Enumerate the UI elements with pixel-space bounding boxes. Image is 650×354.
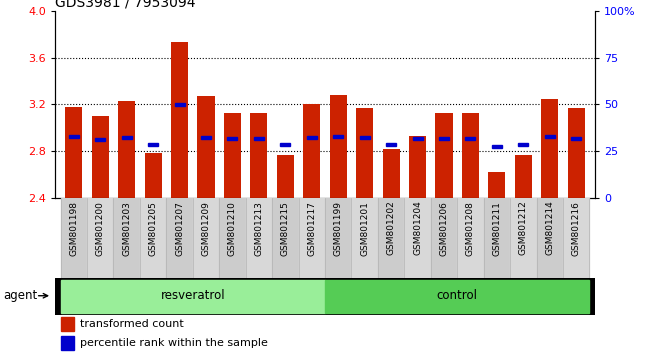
Text: percentile rank within the sample: percentile rank within the sample xyxy=(79,338,267,348)
Bar xyxy=(60,198,87,278)
Bar xyxy=(404,198,431,278)
Bar xyxy=(457,198,484,278)
Bar xyxy=(541,98,558,198)
Bar xyxy=(198,96,214,198)
Bar xyxy=(298,198,325,278)
Bar xyxy=(193,198,219,278)
Bar xyxy=(484,198,510,278)
Text: GSM801201: GSM801201 xyxy=(360,201,369,256)
Bar xyxy=(488,172,506,198)
Bar xyxy=(431,198,457,278)
Text: resveratrol: resveratrol xyxy=(161,289,225,302)
Bar xyxy=(462,113,479,198)
Text: GSM801198: GSM801198 xyxy=(70,201,78,256)
Bar xyxy=(140,198,166,278)
Text: GSM801211: GSM801211 xyxy=(493,201,501,256)
Text: agent: agent xyxy=(3,289,38,302)
Bar xyxy=(439,137,449,140)
Text: GSM801216: GSM801216 xyxy=(572,201,580,256)
Bar xyxy=(171,42,188,198)
Bar xyxy=(330,95,347,198)
Text: GSM801214: GSM801214 xyxy=(545,201,554,255)
Text: GSM801199: GSM801199 xyxy=(333,201,343,256)
Bar xyxy=(307,136,317,139)
Bar xyxy=(92,116,109,198)
Bar xyxy=(465,137,476,140)
Bar xyxy=(166,198,193,278)
Text: GSM801215: GSM801215 xyxy=(281,201,290,256)
Text: GSM801208: GSM801208 xyxy=(466,201,475,256)
Text: GSM801213: GSM801213 xyxy=(254,201,263,256)
Bar xyxy=(356,108,373,198)
Bar xyxy=(515,155,532,198)
Bar xyxy=(545,135,555,138)
Bar xyxy=(325,198,352,278)
Text: GSM801212: GSM801212 xyxy=(519,201,528,255)
Bar xyxy=(571,137,581,140)
Text: GSM801200: GSM801200 xyxy=(96,201,105,256)
Text: GSM801207: GSM801207 xyxy=(175,201,184,256)
Bar xyxy=(436,113,452,198)
Text: GSM801217: GSM801217 xyxy=(307,201,317,256)
Bar xyxy=(148,143,158,146)
Bar xyxy=(510,198,536,278)
Bar xyxy=(118,101,135,198)
Text: GSM801205: GSM801205 xyxy=(149,201,157,256)
Text: GSM801206: GSM801206 xyxy=(439,201,448,256)
Text: transformed count: transformed count xyxy=(79,319,183,329)
Bar xyxy=(536,198,563,278)
Bar xyxy=(492,145,502,148)
Bar xyxy=(144,153,162,198)
Bar xyxy=(219,198,246,278)
Bar xyxy=(65,107,83,198)
Bar xyxy=(280,143,291,146)
Bar xyxy=(174,103,185,106)
Bar xyxy=(277,155,294,198)
Text: GSM801202: GSM801202 xyxy=(387,201,396,255)
Bar xyxy=(114,198,140,278)
Bar xyxy=(378,198,404,278)
Bar xyxy=(563,198,590,278)
Bar xyxy=(250,113,268,198)
Bar xyxy=(95,138,105,141)
Bar xyxy=(201,136,211,139)
Bar xyxy=(413,137,422,140)
Bar xyxy=(227,137,237,140)
Bar xyxy=(567,108,585,198)
Bar xyxy=(254,137,264,140)
Bar xyxy=(409,136,426,198)
Bar xyxy=(60,280,325,313)
Bar xyxy=(382,149,400,198)
Bar xyxy=(325,280,590,313)
Bar xyxy=(246,198,272,278)
Text: GDS3981 / 7953094: GDS3981 / 7953094 xyxy=(55,0,196,10)
Bar xyxy=(272,198,298,278)
Bar xyxy=(60,336,74,350)
Text: GSM801204: GSM801204 xyxy=(413,201,422,255)
Bar xyxy=(386,143,396,146)
Text: GSM801203: GSM801203 xyxy=(122,201,131,256)
Text: GSM801210: GSM801210 xyxy=(228,201,237,256)
Bar xyxy=(333,135,343,138)
Bar xyxy=(303,104,320,198)
Bar xyxy=(122,136,132,139)
Bar xyxy=(518,143,528,146)
Bar xyxy=(224,113,241,198)
Bar xyxy=(69,135,79,138)
Text: GSM801209: GSM801209 xyxy=(202,201,211,256)
Bar xyxy=(359,136,370,139)
Bar xyxy=(60,317,74,331)
Text: control: control xyxy=(437,289,478,302)
Bar xyxy=(87,198,114,278)
Bar xyxy=(352,198,378,278)
